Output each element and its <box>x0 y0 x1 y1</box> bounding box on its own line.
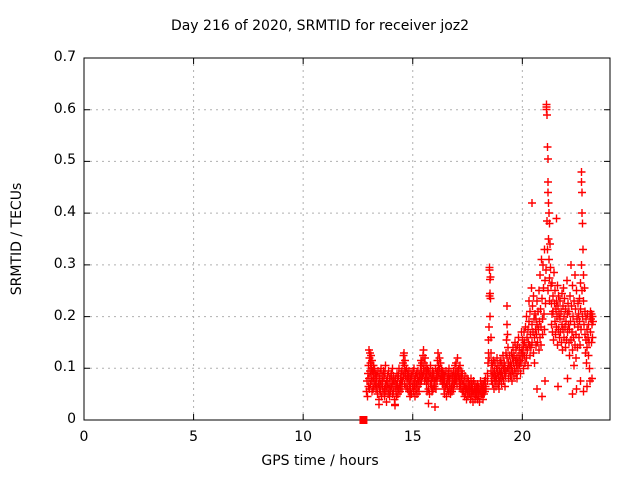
x-tick-label-5: 5 <box>189 429 199 445</box>
y-tick-label-0.5: 0.5 <box>53 152 76 169</box>
axis-ticks <box>83 57 610 421</box>
plot-border <box>83 57 611 421</box>
y-tick-label-0.2: 0.2 <box>53 307 76 324</box>
y-tick-label-0.1: 0.1 <box>53 359 76 376</box>
x-tick-label-10: 10 <box>294 429 313 445</box>
y-axis-label: SRMTID / TECUs <box>9 182 25 296</box>
data-points-plus <box>362 100 597 411</box>
grid-lines <box>84 58 610 420</box>
data-point-square <box>359 416 368 424</box>
chart-title: Day 216 of 2020, SRMTID for receiver joz… <box>170 18 470 34</box>
y-tick-label-0.7: 0.7 <box>53 49 76 65</box>
y-tick-label-0.4: 0.4 <box>53 204 76 221</box>
y-tick-label-0.3: 0.3 <box>53 255 76 272</box>
y-tick-label-0.6: 0.6 <box>53 100 76 117</box>
x-axis-label: GPS time / hours <box>261 453 379 469</box>
x-tick-label-0: 0 <box>79 429 89 445</box>
x-tick-label-20: 20 <box>513 429 532 445</box>
y-tick-label-0: 0 <box>67 411 76 427</box>
x-tick-label-15: 15 <box>403 429 422 445</box>
